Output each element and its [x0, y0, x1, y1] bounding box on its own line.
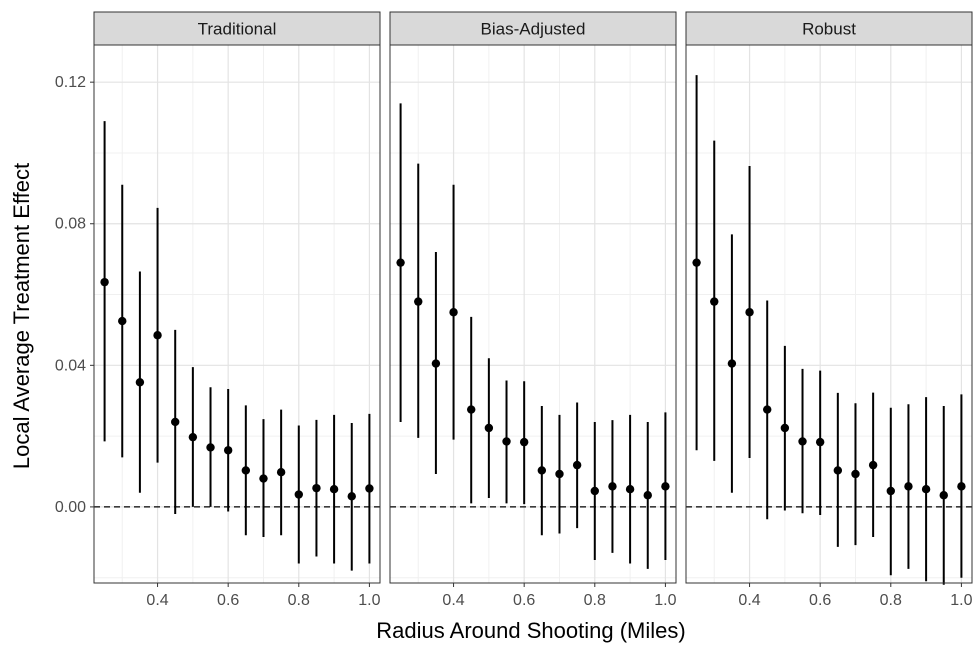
estimate-point — [294, 490, 303, 499]
estimate-point — [100, 277, 109, 287]
estimate-point — [135, 378, 145, 387]
estimate-point — [939, 491, 948, 500]
estimate-point — [153, 331, 162, 340]
estimate-point — [276, 468, 286, 477]
estimate-point — [449, 308, 458, 317]
estimate-point — [555, 469, 564, 479]
panel-traditional: Traditional 0.4 0.6 0.8 1.0 — [93, 11, 381, 609]
panel-bias-adjusted: Bias-Adjusted 0.4 0.6 0.8 1.0 — [389, 11, 677, 609]
estimate-point — [868, 460, 878, 470]
estimate-point — [851, 469, 860, 479]
estimate-point — [745, 308, 754, 317]
x-tick-label: 1.0 — [950, 592, 972, 609]
estimate-point — [957, 482, 966, 491]
estimate-point — [259, 474, 268, 483]
estimate-point — [780, 423, 790, 433]
x-tick-label: 0.4 — [442, 592, 464, 609]
x-tick-label: 1.0 — [654, 592, 676, 609]
estimate-point — [118, 316, 127, 326]
y-axis-ticks: 0.00 0.04 0.08 0.12 — [55, 74, 94, 516]
x-tick-label: 0.6 — [513, 592, 535, 609]
estimate-point — [763, 405, 772, 414]
estimate-point — [727, 359, 737, 368]
estimate-point — [537, 466, 547, 475]
facet-title: Traditional — [198, 20, 277, 39]
panel-border — [389, 44, 677, 584]
estimate-point — [904, 482, 913, 491]
x-axis-title: Radius Around Shooting (Miles) — [376, 618, 685, 643]
estimate-point — [886, 486, 895, 496]
facet-title: Bias-Adjusted — [481, 20, 586, 39]
estimate-point — [519, 437, 529, 447]
estimate-point — [921, 485, 931, 494]
estimate-point — [188, 432, 198, 442]
estimate-point — [396, 258, 405, 267]
x-tick-label: 1.0 — [358, 592, 380, 609]
facet-strip — [685, 11, 973, 46]
estimate-point — [625, 485, 635, 494]
estimate-point — [171, 417, 180, 427]
x-tick-label: 0.6 — [217, 592, 239, 609]
estimate-point — [833, 466, 843, 475]
x-tick-label: 0.8 — [288, 592, 310, 609]
estimate-point — [572, 460, 582, 470]
estimate-point — [643, 491, 652, 500]
plot-background — [390, 45, 676, 583]
chart-panels: Traditional 0.4 0.6 0.8 1.0 Bias-Adjusted 0.4 0… — [93, 11, 973, 609]
y-tick-label: 0.04 — [55, 357, 86, 374]
estimate-point — [414, 297, 423, 306]
estimate-point — [365, 484, 374, 493]
estimate-point — [312, 483, 321, 493]
estimate-point — [502, 437, 511, 446]
estimate-point — [223, 446, 233, 455]
estimate-point — [329, 485, 339, 494]
estimate-point — [608, 482, 617, 491]
estimate-point — [467, 405, 476, 414]
estimate-point — [206, 443, 215, 452]
facet-title: Robust — [802, 20, 856, 39]
facet-strip — [93, 11, 381, 46]
estimate-point — [347, 492, 356, 501]
y-axis-title: Local Average Treatment Effect — [9, 163, 34, 469]
y-tick-label: 0.08 — [55, 216, 86, 233]
estimate-point — [692, 258, 701, 267]
estimate-point — [431, 359, 441, 368]
facet-strip — [389, 11, 677, 46]
x-tick-label: 0.8 — [584, 592, 606, 609]
panel-border — [685, 44, 973, 584]
x-tick-label: 0.4 — [146, 592, 168, 609]
estimate-point — [661, 482, 670, 491]
plot-background — [686, 45, 972, 583]
estimate-point — [798, 437, 807, 446]
estimate-point — [710, 297, 719, 306]
x-tick-label: 0.8 — [880, 592, 902, 609]
x-tick-label: 0.6 — [809, 592, 831, 609]
y-tick-label: 0.12 — [55, 74, 86, 91]
estimate-point — [241, 466, 251, 475]
panel-border — [93, 44, 381, 584]
y-tick-label: 0.00 — [55, 499, 86, 516]
estimate-point — [590, 486, 599, 496]
estimate-point — [484, 423, 494, 433]
estimate-point — [815, 437, 825, 447]
panel-robust: Robust 0.4 0.6 0.8 1.0 — [685, 11, 973, 609]
plot-background — [94, 45, 380, 583]
x-tick-label: 0.4 — [738, 592, 760, 609]
